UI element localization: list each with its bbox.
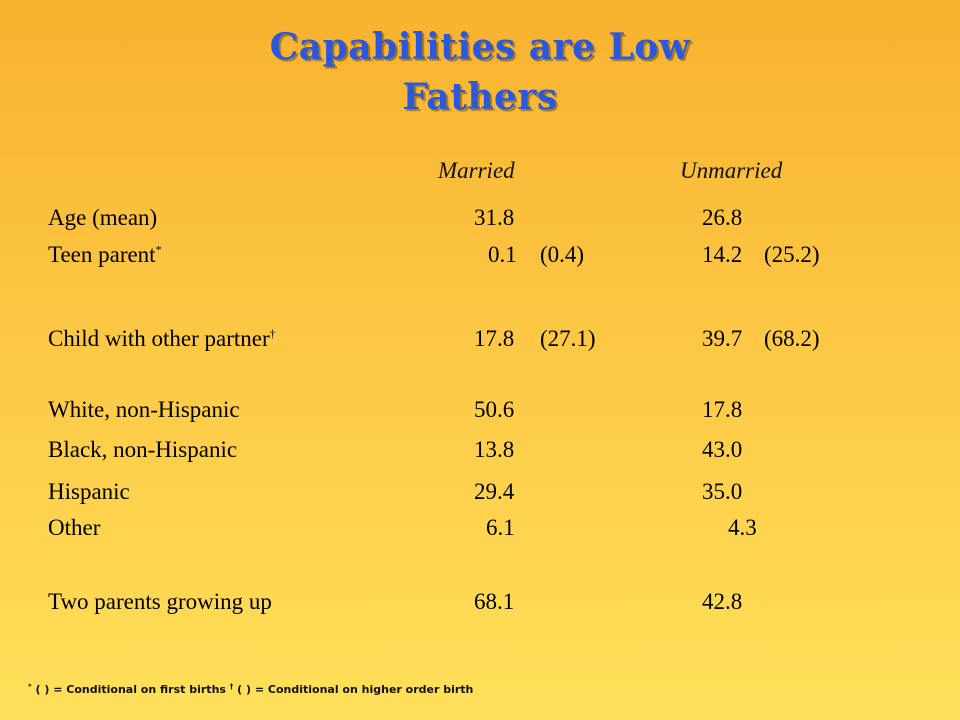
table-row-black: Black, non-Hispanic 13.8 43.0 <box>0 437 960 467</box>
married-value: 31.8 <box>474 205 515 230</box>
table-row-child-other-partner: Child with other partner† 17.8 (27.1) 39… <box>0 326 960 356</box>
table-row-other: Other 6.1 4.3 <box>0 515 960 545</box>
married-value: 50.6 <box>474 397 515 422</box>
married-value: 13.8 <box>474 437 515 462</box>
footnote-mark: * <box>28 682 32 691</box>
unmarried-value: 14.2 <box>702 242 743 267</box>
row-label: Two parents growing up <box>48 589 272 614</box>
footnote-mark: † <box>229 682 234 691</box>
unmarried-value: 35.0 <box>702 479 743 504</box>
table-row-teen-parent: Teen parent* 0.1 (0.4) 14.2 (25.2) <box>0 242 960 272</box>
row-label: Child with other partner† <box>48 326 276 351</box>
footnote-mark: * <box>155 242 162 257</box>
unmarried-value: 43.0 <box>702 437 743 462</box>
footnote: * ( ) = Conditional on first births † ( … <box>28 683 473 696</box>
married-value: 17.8 <box>474 326 515 351</box>
married-conditional-value: (27.1) <box>540 326 596 351</box>
unmarried-value: 39.7 <box>702 326 743 351</box>
page-title: Capabilities are Low <box>269 26 691 68</box>
unmarried-conditional-value: (25.2) <box>764 242 820 267</box>
unmarried-value: 17.8 <box>702 397 743 422</box>
table-row-hispanic: Hispanic 29.4 35.0 <box>0 479 960 509</box>
unmarried-value: 42.8 <box>702 589 743 614</box>
table-row-white: White, non-Hispanic 50.6 17.8 <box>0 397 960 427</box>
row-label: Hispanic <box>48 479 130 504</box>
footnote-text: ( ) = Conditional on higher order birth <box>233 683 474 696</box>
unmarried-value: 26.8 <box>702 205 743 230</box>
table-row-age: Age (mean) 31.8 26.8 <box>0 205 960 235</box>
table-row-two-parents: Two parents growing up 68.1 42.8 <box>0 589 960 619</box>
row-label: Age (mean) <box>48 205 158 230</box>
married-conditional-value: (0.4) <box>540 242 585 267</box>
page-subtitle: Fathers <box>402 76 558 118</box>
unmarried-value: 4.3 <box>728 515 757 540</box>
married-value: 6.1 <box>486 515 515 540</box>
unmarried-conditional-value: (68.2) <box>764 326 820 351</box>
column-header-married: Married <box>438 158 515 183</box>
married-value: 29.4 <box>474 479 515 504</box>
married-value: 68.1 <box>474 589 515 614</box>
row-label: Black, non-Hispanic <box>48 437 238 462</box>
column-header-unmarried: Unmarried <box>680 158 783 183</box>
row-label: White, non-Hispanic <box>48 397 240 422</box>
footnote-text: ( ) = Conditional on first births <box>31 683 230 696</box>
married-value: 0.1 <box>488 242 517 267</box>
row-label: Teen parent* <box>48 242 162 267</box>
footnote-mark: † <box>269 326 276 341</box>
row-label: Other <box>48 515 101 540</box>
